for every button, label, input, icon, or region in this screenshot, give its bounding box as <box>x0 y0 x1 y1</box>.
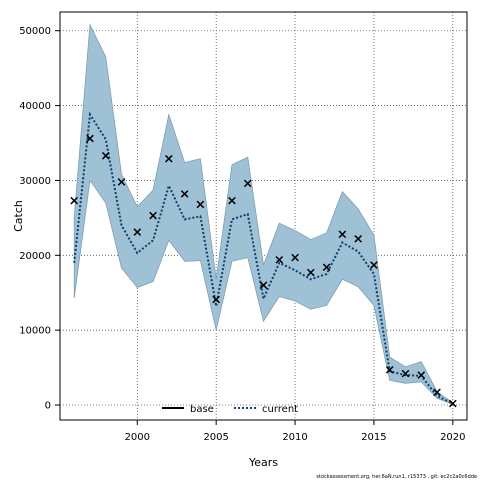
observed-point <box>433 388 441 397</box>
observed-point <box>291 253 299 262</box>
confidence-band <box>73 23 454 405</box>
observed-point <box>86 134 94 143</box>
observed-point-stroke <box>401 369 410 378</box>
observed-point-stroke <box>433 388 441 397</box>
observed-point-stroke <box>180 190 189 198</box>
observed-point-stroke <box>165 154 173 163</box>
y-tick-label: 50000 <box>19 26 51 37</box>
observed-point <box>448 399 457 408</box>
observed-point-stroke <box>86 134 94 143</box>
observed-point <box>354 235 362 243</box>
observed-point <box>417 371 426 379</box>
observed-point <box>322 263 331 272</box>
observed-point-stroke <box>417 371 426 379</box>
observed-point <box>196 200 205 209</box>
y-tick-label: 30000 <box>19 176 51 187</box>
observed-point-stroke <box>385 366 394 374</box>
axes: 2000 2005 2010 2015 2020 0 10000 20000 30000 4000… <box>19 26 465 443</box>
observed-point-stroke <box>133 228 142 236</box>
observed-point-stroke <box>354 235 362 243</box>
observed-point-stroke <box>228 196 236 205</box>
observed-point <box>243 179 252 188</box>
observed-point-stroke <box>338 230 347 239</box>
observed-point <box>117 178 126 186</box>
x-axis-label: Years <box>248 456 278 469</box>
observed-point-stroke <box>448 399 457 408</box>
observed-point <box>180 190 189 198</box>
x-tick-label: 2015 <box>361 432 386 443</box>
observed-point <box>275 255 284 264</box>
x-tick-label: 2010 <box>282 432 307 443</box>
y-tick-label: 20000 <box>19 251 51 262</box>
observed-point-stroke <box>322 263 331 272</box>
current-series-line <box>73 111 454 405</box>
y-tick-label: 10000 <box>19 326 51 337</box>
y-axis-label: Catch <box>12 200 25 232</box>
observed-point-stroke <box>370 261 378 269</box>
observed-point <box>228 196 236 205</box>
legend-label-base: base <box>190 404 214 415</box>
observed-point <box>401 369 410 378</box>
observed-point-stroke <box>243 179 252 188</box>
observed-point-stroke <box>70 196 79 205</box>
y-tick-label: 0 <box>45 401 51 412</box>
observed-point-stroke <box>196 200 205 209</box>
legend: base current <box>162 404 298 415</box>
plot-frame <box>59 11 468 421</box>
observed-point <box>306 268 315 277</box>
series-lines <box>73 111 454 405</box>
y-tick-label: 40000 <box>19 101 51 112</box>
x-tick-label: 2020 <box>440 432 465 443</box>
x-tick-label: 2000 <box>125 432 150 443</box>
observed-point <box>165 154 173 163</box>
footer-text: stockassessment.org, her.6aN.run1, r1537… <box>316 474 477 480</box>
observed-point-stroke <box>259 281 268 290</box>
observed-point <box>385 366 394 374</box>
observed-point <box>149 211 157 220</box>
observed-point <box>338 230 347 239</box>
observed-points <box>70 134 457 408</box>
legend-label-current: current <box>262 404 298 415</box>
observed-point-stroke <box>101 151 110 160</box>
observed-point-stroke <box>149 211 157 220</box>
observed-point-stroke <box>291 253 299 262</box>
observed-point <box>101 151 110 160</box>
observed-point-stroke <box>117 178 126 186</box>
observed-point <box>259 281 268 290</box>
observed-point-stroke <box>306 268 315 277</box>
x-tick-label: 2005 <box>203 432 228 443</box>
observed-point <box>133 228 142 236</box>
grid <box>60 12 467 420</box>
observed-point <box>212 295 221 304</box>
observed-point-stroke <box>275 255 284 264</box>
confidence-band-area <box>73 23 454 405</box>
observed-point <box>370 261 378 269</box>
observed-point <box>70 196 79 205</box>
observed-point-stroke <box>212 295 221 304</box>
